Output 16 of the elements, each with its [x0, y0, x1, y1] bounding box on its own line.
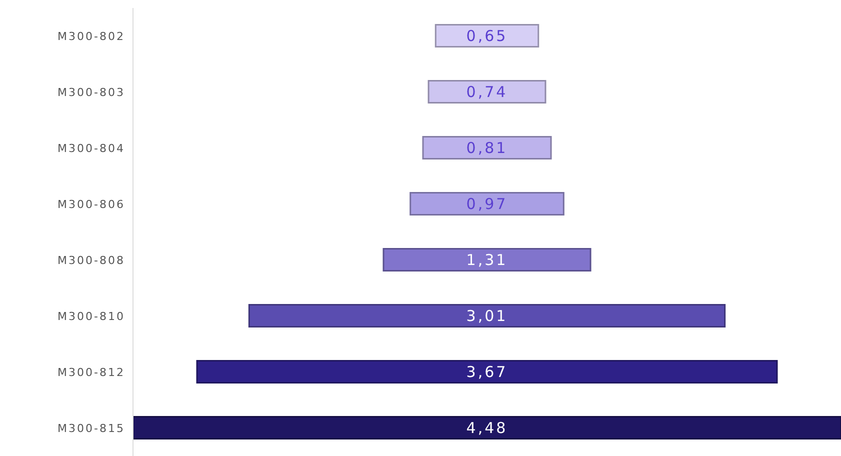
data-label: 4,48	[466, 418, 508, 437]
data-label: 0,65	[466, 26, 508, 45]
data-label: 0,97	[466, 194, 508, 213]
category-label: M300-812	[58, 366, 125, 379]
data-label: 1,31	[466, 250, 508, 269]
category-label: M300-810	[58, 310, 125, 323]
category-label: M300-803	[58, 86, 125, 99]
category-label: M300-802	[58, 30, 125, 43]
data-label: 0,74	[466, 82, 508, 101]
data-label: 3,67	[466, 362, 508, 381]
category-label: M300-806	[58, 198, 125, 211]
category-label: M300-804	[58, 142, 125, 155]
data-label: 3,01	[466, 306, 508, 325]
data-label: 0,81	[466, 138, 508, 157]
category-label: M300-815	[58, 422, 125, 435]
category-label: M300-808	[58, 254, 125, 267]
